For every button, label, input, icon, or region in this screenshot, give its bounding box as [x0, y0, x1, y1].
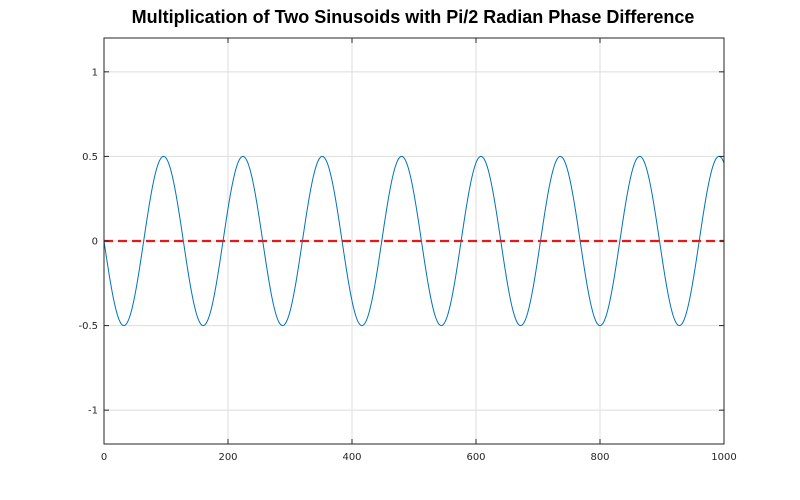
x-tick-label: 200 [218, 452, 237, 463]
plot-area [103, 155, 725, 327]
y-tick-label: -0.5 [78, 321, 98, 332]
x-tick-label: 400 [342, 452, 361, 463]
y-tick-label: 0.5 [82, 152, 98, 163]
y-tick-label: 1 [92, 67, 98, 78]
y-tick-label: 0 [92, 237, 98, 248]
x-tick-label: 600 [466, 452, 485, 463]
x-tick-label: 1000 [711, 452, 736, 463]
x-tick-label: 800 [590, 452, 609, 463]
chart-title: Multiplication of Two Sinusoids with Pi/… [132, 7, 695, 27]
axis-ticks: 0 200 400 600 800 1000 -1 -0.5 0 0.5 1 [78, 38, 737, 463]
y-tick-label: -1 [88, 406, 98, 417]
x-tick-label: 0 [101, 452, 107, 463]
product-sinusoid-series [103, 155, 725, 327]
